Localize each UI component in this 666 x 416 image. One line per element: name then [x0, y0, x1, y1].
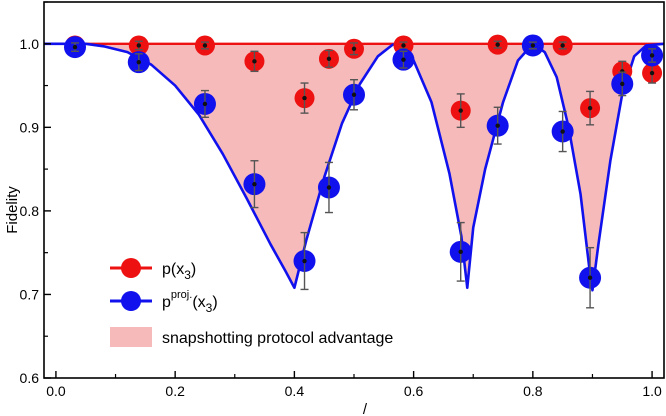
legend-shade-label: snapshotting protocol advantage	[162, 330, 393, 347]
blue-point-4	[293, 231, 316, 291]
center-dot	[252, 59, 257, 64]
legend-blue-open: (x	[192, 294, 205, 311]
x-tick-label: 0.6	[404, 383, 424, 399]
center-dot	[530, 43, 536, 48]
x-tick-label: 0.0	[46, 383, 66, 399]
x-axis-title: /	[363, 401, 368, 416]
blue-point-2	[193, 89, 216, 119]
center-dot	[326, 185, 332, 190]
legend: p(x3) pproj.(x3) snapshotting protocol a…	[110, 258, 393, 347]
red-point-3	[244, 50, 265, 73]
blue-point-8	[449, 221, 472, 282]
center-dot	[72, 44, 78, 50]
points-layer	[64, 34, 664, 309]
red-point-5	[318, 48, 339, 69]
blue-point-11	[551, 110, 574, 153]
blue-point-3	[243, 160, 266, 209]
red-point-11	[552, 35, 573, 56]
legend-red-label: p(x3)	[162, 261, 196, 282]
legend-red-sub: 3	[184, 268, 191, 282]
center-dot	[495, 123, 500, 128]
red-point-8	[450, 93, 471, 129]
blue-point-5	[317, 161, 340, 214]
center-dot	[351, 92, 357, 97]
blue-point-7	[392, 48, 415, 71]
legend-red-marker	[121, 258, 141, 278]
legend-blue-sub: 3	[206, 301, 213, 315]
blue-point-14	[641, 44, 664, 67]
red-point-9	[487, 34, 508, 55]
x-tick-label: 0.4	[285, 383, 305, 399]
legend-red-close: )	[191, 261, 196, 278]
center-dot	[495, 42, 500, 47]
red-point-2	[194, 35, 215, 56]
red-point-12	[580, 90, 601, 126]
legend-blue-base: p	[162, 294, 171, 311]
blue-point-12	[579, 246, 602, 309]
blue-point-13	[611, 71, 634, 97]
center-dot	[649, 53, 655, 58]
center-dot	[302, 95, 307, 101]
center-dot	[587, 275, 593, 280]
x-tick-label: 0.8	[523, 383, 543, 399]
center-dot	[587, 105, 593, 111]
blue-point-6	[343, 79, 365, 111]
center-dot	[202, 101, 208, 107]
center-dot	[252, 181, 257, 187]
center-dot	[136, 59, 141, 65]
legend-red-base: p(x	[162, 261, 184, 278]
legend-blue-marker	[121, 291, 141, 311]
x-tick-label: 0.2	[165, 383, 185, 399]
blue-point-1	[127, 51, 150, 74]
center-dot	[401, 43, 406, 48]
center-dot	[560, 129, 565, 134]
legend-blue-close: )	[212, 294, 217, 311]
blue-point-0	[64, 36, 86, 59]
red-point-1	[128, 35, 149, 56]
center-dot	[202, 43, 208, 48]
legend-blue-label: pproj.(x3)	[162, 289, 218, 315]
y-axis-title: Fidelity	[4, 186, 21, 234]
center-dot	[560, 43, 565, 48]
y-tick-label: 1.0	[20, 36, 40, 52]
center-dot	[326, 56, 332, 62]
y-tick-label: 0.8	[20, 203, 40, 219]
y-tick-label: 0.9	[20, 119, 40, 135]
blue-point-9	[486, 106, 509, 145]
axis-layer: 0.0 0.2 0.4 0.6 0.8 1.0 0.6 0.7 0.8 0.9 1.0	[20, 1, 662, 399]
legend-blue-sup: proj.	[171, 289, 192, 301]
center-dot	[620, 81, 625, 87]
y-tick-label: 0.7	[20, 286, 40, 302]
x-tick-label: 1.0	[642, 383, 662, 399]
center-dot	[302, 258, 307, 264]
center-dot	[136, 43, 141, 48]
red-point-4	[294, 82, 315, 114]
legend-shade-swatch	[110, 327, 152, 347]
center-dot	[649, 70, 655, 76]
blue-point-10	[521, 34, 544, 57]
y-tick-label: 0.6	[20, 370, 40, 386]
center-dot	[458, 108, 463, 113]
center-dot	[351, 46, 357, 51]
center-dot	[458, 249, 463, 255]
red-point-6	[344, 38, 364, 59]
center-dot	[401, 57, 406, 62]
